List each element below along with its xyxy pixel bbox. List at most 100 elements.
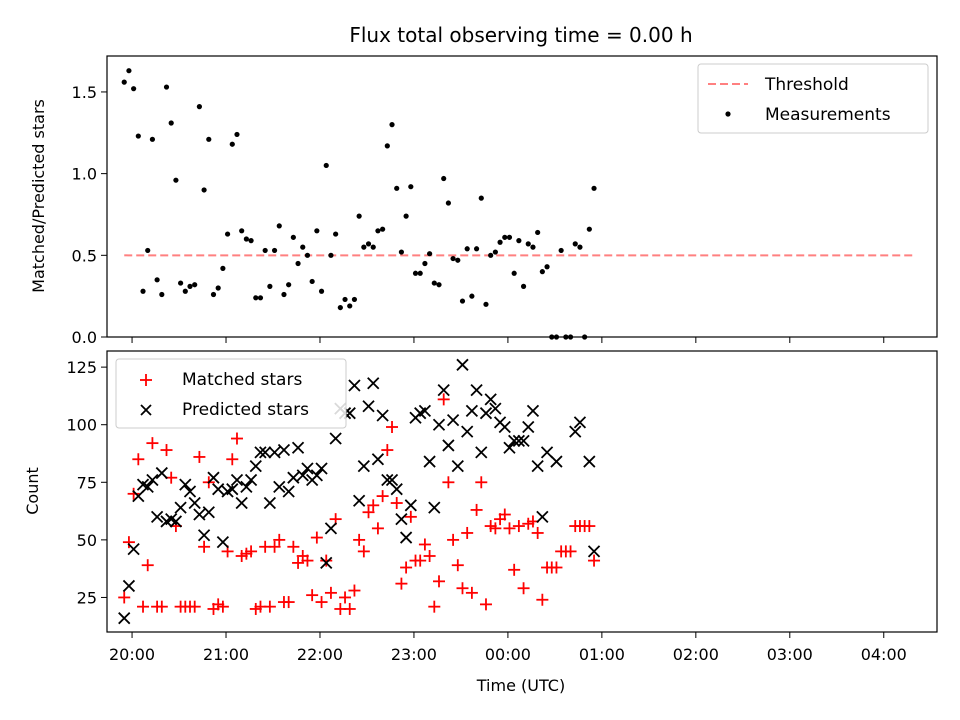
bottom-axes-frame [106,350,938,633]
measurement-point [520,283,527,289]
matched-star-point [433,575,445,588]
matched-star-point [141,559,154,572]
matched-star-point [437,393,450,406]
predicted-star-point [573,416,587,429]
predicted-star-point [277,443,291,457]
predicted-star-stroke-b [240,480,253,494]
predicted-star-stroke-b [193,508,206,521]
predicted-star-stroke-b [235,496,248,510]
predicted-star-stroke-b [174,501,187,514]
predicted-star-point [197,529,211,542]
predicted-star-point [348,379,361,392]
predicted-star-point [212,483,225,496]
predicted-star-stroke-b [508,434,521,447]
predicted-star-point [540,446,554,459]
predicted-star-point [226,483,239,496]
predicted-star-point [193,508,206,521]
predicted-star-stroke-b [291,441,305,454]
bottom-xtick-label: 20:00 [109,645,155,664]
predicted-star-point [550,455,563,468]
predicted-star-point [508,434,521,447]
predicted-star-stroke-b [399,531,413,544]
predicted-star-point [437,384,450,397]
measurement-point [131,86,137,92]
predicted-star-stroke-b [526,404,540,418]
matched-star-point [470,503,483,516]
predicted-star-point [362,400,375,413]
measurement-point [328,252,334,258]
measurement-point [516,238,522,244]
measurement-point [535,229,541,236]
measurement-point [394,185,400,191]
matched-star-point [414,554,427,567]
predicted-star-point [146,473,159,487]
measurement-point [455,257,461,263]
matched-star-point [132,453,145,466]
predicted-star-point [395,513,408,526]
matched-star-point [447,533,460,546]
predicted-star-point [352,494,366,507]
matched-star-point [536,593,549,606]
predicted-star-stroke-b [437,384,450,397]
predicted-star-stroke-b [310,469,323,482]
predicted-star-point [207,471,220,484]
predicted-star-stroke-b [165,513,178,526]
predicted-star-point [423,455,436,468]
matched-star-point [517,582,530,595]
matched-star-point [442,476,455,489]
measurement-point [506,234,513,240]
measurement-point [577,244,583,250]
predicted-star-point [230,473,244,487]
predicted-star-point [442,439,455,452]
predicted-legend-swatch [140,404,152,416]
predicted-star-point [254,446,267,459]
measurement-point [192,282,198,288]
predicted-star-stroke-b [179,478,192,491]
predicted-star-stroke-b [169,515,183,528]
bottom-ytick-label: 100 [66,416,97,435]
predicted-star-point [291,441,305,454]
measurement-point [380,226,386,232]
predicted-star-stroke-b [136,478,150,491]
predicted-star-point [451,460,464,473]
predicted-star-stroke-b [484,393,497,406]
matched-star-point [122,536,135,549]
bottom-ylabel: Count [23,467,42,515]
measurement-point [417,270,423,276]
threshold-legend-label: Threshold [764,75,849,95]
predicted-star-point [324,522,338,535]
predicted-star-point [367,377,380,390]
matched-star-point [400,561,413,574]
predicted-star-stroke-b [446,413,460,427]
predicted-star-stroke-b [367,377,380,390]
matched-star-point [282,596,295,609]
measurement-point [422,260,428,267]
matched-star-point [310,531,323,544]
top-ytick-label: 0.0 [72,328,97,347]
top-ytick-label: 1.0 [72,165,97,184]
predicted-star-point [404,499,417,512]
measurement-point [459,298,466,304]
predicted-star-stroke-b [197,529,211,542]
predicted-star-stroke-b [357,460,370,473]
matched-star-point [456,582,469,595]
measurement-point [502,234,508,240]
predicted-star-stroke-b [146,473,159,487]
measurements-legend-label: Measurements [765,105,891,125]
predicted-star-stroke-b [287,471,300,484]
predicted-star-point [244,473,258,487]
measurement-point [318,288,325,294]
predicted-star-point [263,496,277,510]
predicted-star-point [132,489,145,503]
ratio-panel: Flux total observing time = 0.00 h Match… [29,23,938,340]
measurement-point [572,241,578,247]
matched-star-point [193,450,206,463]
predicted-star-point [456,358,469,371]
matched-star-point [489,522,502,535]
top-ylabel: Matched/Predicted stars [29,99,48,293]
predicted-star-stroke-b [503,441,516,454]
measurement-point [281,291,287,298]
matched-star-point [324,586,337,599]
bottom-xtick-label: 04:00 [861,645,907,664]
predicted-star-stroke-b [352,494,366,507]
